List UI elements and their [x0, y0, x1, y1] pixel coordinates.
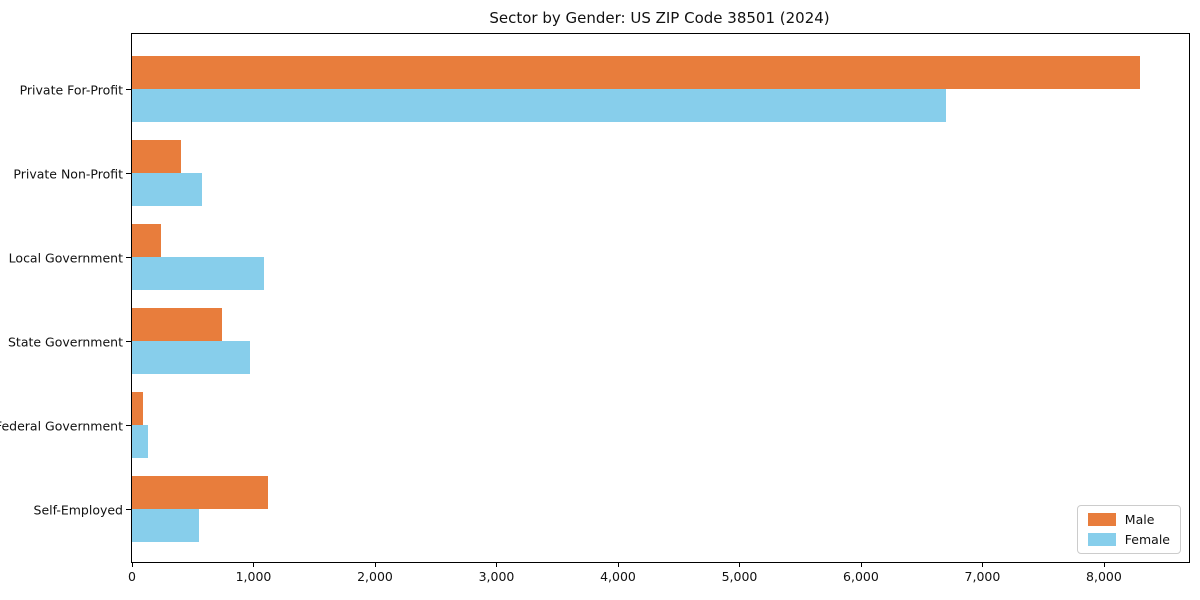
x-tick-label-7000: 7,000	[964, 569, 1001, 584]
x-tick-label-5000: 5,000	[721, 569, 758, 584]
x-tick-0	[132, 562, 133, 567]
x-tick-label-6000: 6,000	[843, 569, 879, 584]
x-tick-3000	[496, 562, 498, 567]
x-tick-label-2000: 2,000	[357, 569, 393, 584]
x-tick-7000	[982, 562, 984, 567]
x-tick-label-4000: 4,000	[600, 569, 636, 584]
bar-male-local-government	[132, 224, 161, 257]
legend-item-male: Male	[1087, 512, 1170, 527]
x-tick-5000	[739, 562, 741, 567]
x-tick-label-3000: 3,000	[478, 569, 515, 584]
bar-male-state-government	[132, 308, 222, 341]
legend-swatch-male	[1087, 513, 1116, 526]
y-label-private-for-profit: Private For-Profit	[19, 82, 123, 97]
y-tick-private-non-profit	[126, 173, 131, 174]
x-tick-2000	[374, 562, 376, 567]
x-tick-label-1000: 1,000	[235, 569, 272, 584]
y-tick-local-government	[126, 257, 131, 258]
chart-title: Sector by Gender: US ZIP Code 38501 (202…	[489, 9, 830, 27]
y-label-federal-government: Federal Government	[0, 418, 123, 433]
y-tick-federal-government	[126, 425, 131, 426]
bar-male-private-non-profit	[132, 140, 181, 173]
bar-female-self-employed	[132, 509, 199, 542]
y-tick-private-for-profit	[126, 89, 131, 90]
x-tick-6000	[860, 562, 862, 567]
bar-female-local-government	[132, 257, 264, 290]
legend: Male Female	[1076, 505, 1181, 554]
legend-item-female: Female	[1087, 532, 1170, 547]
bar-female-state-government	[132, 341, 250, 374]
legend-label-male: Male	[1124, 512, 1155, 527]
y-tick-self-employed	[126, 509, 131, 510]
y-label-local-government: Local Government	[8, 250, 123, 265]
x-tick-label-8000: 8,000	[1086, 569, 1122, 584]
bar-male-self-employed	[132, 476, 268, 509]
bar-male-private-for-profit	[132, 56, 1140, 89]
x-tick-8000	[1103, 562, 1105, 567]
legend-label-female: Female	[1124, 532, 1170, 547]
bar-female-private-non-profit	[132, 173, 202, 206]
y-label-self-employed: Self-Employed	[33, 502, 123, 517]
y-label-state-government: State Government	[7, 334, 123, 349]
bar-female-federal-government	[132, 425, 148, 458]
x-tick-label-0: 0	[128, 569, 136, 584]
x-tick-1000	[253, 562, 255, 567]
plot-area: Male Female Private For-Profit Private Non…	[0, 33, 1190, 584]
x-tick-4000	[617, 562, 619, 567]
bar-female-private-for-profit	[132, 89, 946, 122]
legend-swatch-female	[1087, 533, 1116, 546]
bar-male-federal-government	[132, 392, 143, 425]
y-tick-state-government	[126, 341, 131, 342]
y-label-private-non-profit: Private Non-Profit	[13, 166, 123, 181]
